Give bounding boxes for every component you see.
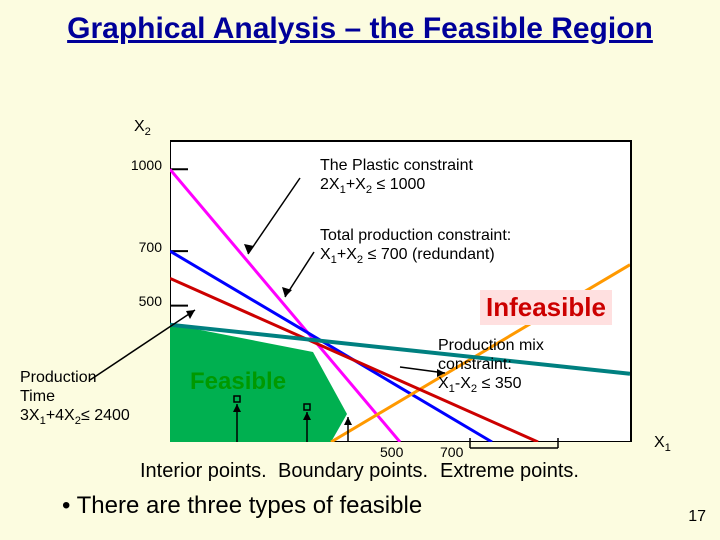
plastic-constraint-text: The Plastic constraint 2X1+X2 ≤ 1000 xyxy=(320,156,473,198)
extreme-points-label: Extreme points. xyxy=(440,460,579,483)
infeasible-label: Infeasible xyxy=(480,290,612,325)
time-constraint-text: Production Time 3X1+4X2≤ 2400 xyxy=(20,368,130,429)
feasible-label: Feasible xyxy=(190,368,286,396)
x-tick-700: 700 xyxy=(440,444,463,460)
interior-points-label: Interior points. xyxy=(140,460,267,483)
x-tick-500: 500 xyxy=(380,444,403,460)
total-constraint-text: Total production constraint: X1+X2 ≤ 700… xyxy=(320,226,511,268)
prodmix-constraint-text: Production mix constraint: X1-X2 ≤ 350 xyxy=(438,336,544,397)
boundary-points-label: Boundary points. xyxy=(278,460,428,483)
slide-number: 17 xyxy=(688,508,706,526)
x-axis-label: X1 xyxy=(654,434,671,454)
slide: Graphical Analysis – the Feasible Region… xyxy=(0,0,720,540)
bullet-text: • There are three types of feasible xyxy=(62,492,422,520)
overlay-arrows xyxy=(0,0,720,540)
